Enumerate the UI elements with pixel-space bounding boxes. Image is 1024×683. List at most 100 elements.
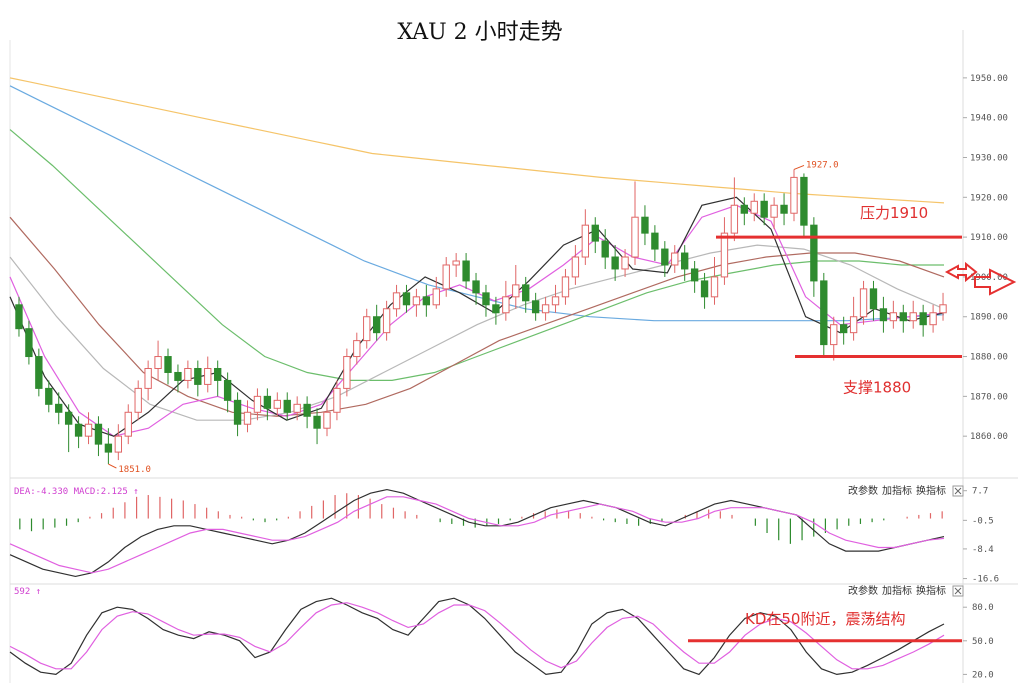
- candle-body: [323, 411, 331, 429]
- moving-average-line: [9, 129, 944, 381]
- candle-body: [601, 240, 609, 258]
- candle-body: [591, 224, 599, 242]
- candle-body: [939, 304, 947, 314]
- candle-body: [363, 316, 371, 342]
- candle-body: [45, 387, 53, 405]
- candle-body: [402, 292, 411, 306]
- arrow-icon: [974, 268, 1017, 296]
- arrow-icon: [944, 261, 978, 283]
- candle-body: [204, 367, 212, 385]
- candle-body: [313, 415, 321, 429]
- candle-body: [849, 316, 858, 334]
- main-ytick-label: 1930.00: [970, 153, 1008, 163]
- candle-body: [820, 280, 828, 346]
- candle-body: [770, 204, 778, 218]
- candle-body: [144, 367, 152, 389]
- candle-body: [810, 224, 818, 282]
- candle-body: [780, 204, 788, 214]
- kd-d-line: [9, 602, 945, 670]
- indicator-button-2[interactable]: 换指标: [916, 484, 946, 497]
- candle-body: [353, 340, 361, 358]
- candle-body: [760, 200, 768, 218]
- moving-average-line: [9, 216, 945, 417]
- moving-average-line: [9, 77, 945, 204]
- candle-body: [482, 292, 490, 306]
- candle-body: [164, 356, 172, 373]
- candle-body: [293, 403, 301, 413]
- kd-ytick-label: 50.0: [972, 637, 994, 647]
- candle-body: [462, 260, 470, 282]
- moving-average-line: [9, 196, 945, 437]
- indicator-button-0[interactable]: 改参数: [848, 484, 878, 497]
- kd-k-line: [9, 597, 945, 676]
- kd-ytick-label: 20.0: [972, 670, 994, 680]
- chart-title: XAU 2 小时走势: [397, 20, 563, 45]
- candle-body: [382, 308, 391, 334]
- candle-body: [223, 379, 232, 401]
- candle-body: [611, 256, 619, 270]
- candle-body: [372, 316, 381, 334]
- candle-body: [134, 387, 142, 413]
- candle-body: [243, 411, 252, 425]
- candle-body: [55, 403, 63, 413]
- candle-body: [561, 276, 570, 298]
- high-label: 1927.0: [806, 160, 839, 170]
- kd-annotation: KD在50附近，震荡结构: [745, 610, 905, 628]
- high-pointer: [793, 164, 805, 170]
- main-ytick-label: 1910.00: [970, 233, 1008, 243]
- candle-body: [214, 367, 222, 381]
- candle-body: [84, 423, 93, 437]
- main-ytick-label: 1920.00: [970, 193, 1008, 203]
- candle-body: [194, 367, 202, 385]
- candle-body: [541, 304, 550, 314]
- candle-body: [571, 256, 580, 278]
- candle-body: [184, 367, 192, 381]
- candle-body: [273, 399, 281, 409]
- candle-body: [830, 324, 838, 346]
- candle-body: [124, 411, 132, 437]
- candle-body: [492, 304, 500, 314]
- kd-indicator-button-2[interactable]: 换指标: [916, 584, 946, 597]
- kd-ytick-label: 80.0: [972, 603, 994, 613]
- candle-body: [174, 371, 182, 381]
- candle-body: [551, 296, 560, 306]
- candle-body: [859, 288, 868, 318]
- candle-body: [889, 312, 898, 322]
- candle-body: [104, 443, 113, 453]
- candle-body: [581, 224, 590, 258]
- candle-body: [343, 356, 351, 389]
- moving-average-line: [9, 85, 945, 322]
- kd-indicator-button-0[interactable]: 改参数: [848, 584, 878, 597]
- candle-body: [263, 395, 272, 409]
- candle-body: [681, 252, 689, 270]
- main-ytick-label: 1870.00: [970, 392, 1008, 402]
- kd-label: 592 ↑: [14, 587, 41, 597]
- candle-body: [253, 395, 262, 413]
- main-ytick-label: 1880.00: [970, 353, 1008, 363]
- candle-body: [303, 403, 311, 417]
- candle-body: [432, 288, 440, 306]
- macd-ytick-label: -0.5: [972, 516, 994, 526]
- candle-body: [690, 268, 699, 282]
- candle-body: [522, 284, 530, 302]
- candle-body: [631, 216, 639, 258]
- candle-body: [800, 176, 808, 226]
- close-icon-glyph: [954, 587, 962, 595]
- indicator-button-1[interactable]: 加指标: [882, 484, 912, 497]
- candle-body: [512, 284, 520, 298]
- support-label: 支撑1880: [843, 379, 911, 397]
- candle-body: [392, 292, 401, 310]
- candle-body: [35, 356, 43, 389]
- candle-body: [879, 308, 888, 322]
- candle-body: [442, 264, 450, 290]
- candle-body: [839, 324, 848, 334]
- kd-indicator-button-1[interactable]: 加指标: [882, 584, 912, 597]
- candle-body: [671, 252, 679, 266]
- main-ytick-label: 1860.00: [970, 432, 1008, 442]
- candle-body: [710, 276, 719, 298]
- close-icon-glyph: [954, 487, 962, 495]
- candle-body: [233, 399, 242, 425]
- candle-body: [621, 256, 629, 270]
- candle-body: [74, 423, 83, 437]
